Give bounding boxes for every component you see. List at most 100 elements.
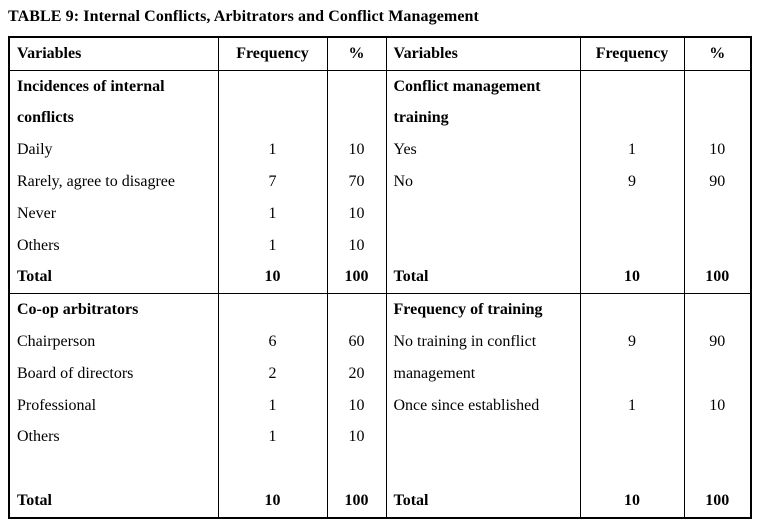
header-variables-left: Variables [8,37,219,71]
variable-cell-left: Chairperson [8,326,219,358]
frequency-cell-right [579,293,685,327]
percent-cell-left: 70 [326,166,387,198]
frequency-cell-left [217,70,328,103]
percent-cell-left: 100 [326,485,387,518]
variable-cell-left: Others [8,421,219,454]
percent-cell-left [326,102,387,135]
table-row: Daily 1 10 Yes 1 10 [8,134,752,167]
frequency-cell-left: 7 [217,166,328,198]
percent-cell-right: 10 [683,389,752,422]
percent-cell-right [683,102,752,135]
variable-cell-left: conflicts [8,102,219,135]
table-caption: TABLE 9: Internal Conflicts, Arbitrators… [8,8,479,25]
table-row-total: Total 10 100 Total 10 100 [8,261,752,295]
percent-cell-right [683,293,752,327]
percent-cell-left [326,70,387,103]
frequency-cell-right [579,70,685,103]
variable-cell-right: Once since established [385,389,581,422]
variable-cell-left: Total [8,261,219,295]
variable-cell-right: Total [385,485,581,518]
variable-cell-right [385,421,581,454]
variable-cell-right [385,229,581,262]
header-percent-right: % [683,37,752,71]
variable-cell-right: management [385,357,581,390]
percent-cell-right: 90 [683,166,752,198]
frequency-cell-right: 1 [579,134,685,167]
variable-cell-left: Rarely, agree to disagree [8,166,219,198]
frequency-cell-right [579,197,685,230]
frequency-cell-right [579,421,685,454]
frequency-cell-left: 6 [217,326,328,358]
variable-cell-left: Others [8,229,219,262]
percent-cell-left: 10 [326,197,387,230]
percent-cell-right: 10 [683,134,752,167]
header-frequency-left: Frequency [217,37,328,71]
table-row-empty [8,453,752,486]
header-variables-right: Variables [385,37,581,71]
frequency-cell-left [217,453,328,486]
variable-cell-right [385,197,581,230]
table-row-total: Total 10 100 Total 10 100 [8,485,752,518]
percent-cell-left: 20 [326,357,387,390]
frequency-cell-left: 1 [217,421,328,454]
frequency-cell-right: 1 [579,389,685,422]
frequency-cell-right [579,229,685,262]
percent-cell-left: 10 [326,229,387,262]
frequency-cell-left: 10 [217,485,328,518]
table-row: Board of directors 2 20 management [8,357,752,390]
percent-cell-left: 10 [326,421,387,454]
variable-cell-right: Total [385,261,581,295]
percent-cell-right: 100 [683,261,752,295]
table-row: Never 1 10 [8,197,752,230]
frequency-cell-right: 9 [579,326,685,358]
frequency-cell-left: 1 [217,134,328,167]
variable-cell-left: Board of directors [8,357,219,390]
percent-cell-left [326,293,387,327]
frequency-cell-left [217,293,328,327]
percent-cell-left: 100 [326,261,387,295]
variable-cell-left: Daily [8,134,219,167]
percent-cell-right [683,357,752,390]
variable-cell-left: Co-op arbitrators [8,293,219,327]
variable-cell-left: Incidences of internal [8,70,219,103]
header-frequency-right: Frequency [579,37,685,71]
variable-cell-left [8,453,219,486]
percent-cell-left: 10 [326,389,387,422]
table-row: Professional 1 10 Once since established… [8,389,752,422]
table-row: Co-op arbitrators Frequency of training [8,293,752,327]
table-row: Others 1 10 [8,421,752,454]
table-header-row: Variables Frequency % Variables Frequenc… [8,37,752,71]
variable-cell-right: No training in conflict [385,326,581,358]
percent-cell-right [683,197,752,230]
table-row: conflicts training [8,102,752,135]
table-row: Rarely, agree to disagree 7 70 No 9 90 [8,166,752,198]
variable-cell-right [385,453,581,486]
table-row: Incidences of internal Conflict manageme… [8,70,752,103]
percent-cell-right [683,421,752,454]
frequency-cell-left [217,102,328,135]
percent-cell-left: 60 [326,326,387,358]
percent-cell-left: 10 [326,134,387,167]
variable-cell-right: Conflict management [385,70,581,103]
variable-cell-right: Frequency of training [385,293,581,327]
variable-cell-right: Yes [385,134,581,167]
frequency-cell-left: 1 [217,197,328,230]
variable-cell-left: Professional [8,389,219,422]
percent-cell-right: 90 [683,326,752,358]
data-table: Variables Frequency % Variables Frequenc… [8,36,752,519]
frequency-cell-right: 10 [579,485,685,518]
variable-cell-right: training [385,102,581,135]
frequency-cell-right [579,453,685,486]
header-percent-left: % [326,37,387,71]
frequency-cell-right: 10 [579,261,685,295]
frequency-cell-left: 10 [217,261,328,295]
frequency-cell-left: 1 [217,229,328,262]
frequency-cell-right [579,102,685,135]
percent-cell-right [683,229,752,262]
frequency-cell-right [579,357,685,390]
frequency-cell-left: 1 [217,389,328,422]
variable-cell-left: Total [8,485,219,518]
percent-cell-left [326,453,387,486]
percent-cell-right [683,453,752,486]
table-row: Chairperson 6 60 No training in conflict… [8,326,752,358]
